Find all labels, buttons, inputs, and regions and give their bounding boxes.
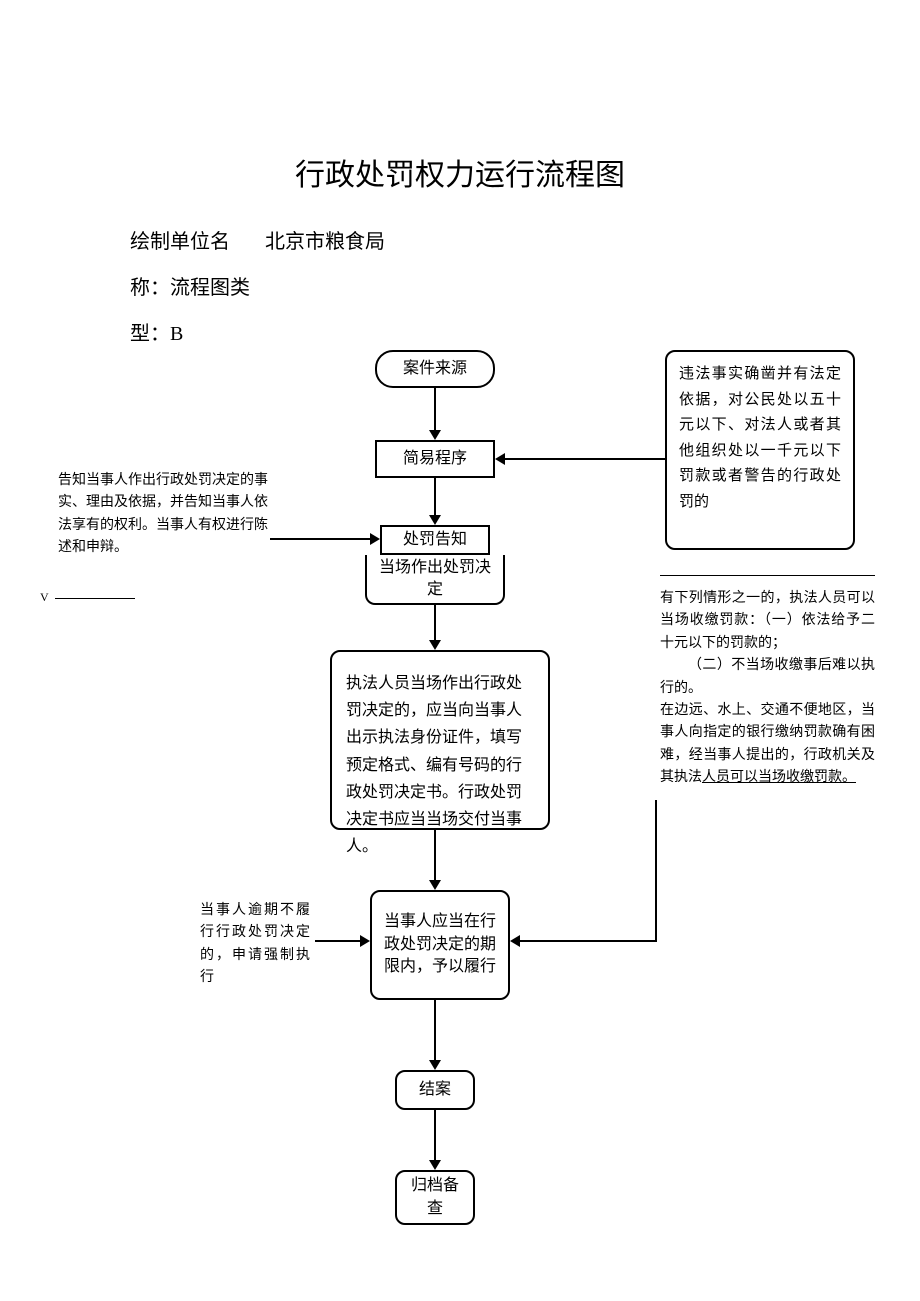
annotation-left-notice: 告知当事人作出行政处罚决定的事实、理由及依据，并告知当事人依法享有的权利。当事人… [58, 470, 268, 560]
edge [434, 605, 436, 640]
edge [315, 940, 360, 942]
arrow-icon [429, 1060, 441, 1070]
edge [655, 800, 657, 942]
edge [520, 940, 655, 942]
edge [434, 830, 436, 880]
arrow-icon [495, 453, 505, 465]
edge [505, 458, 665, 460]
edge [434, 388, 436, 430]
node-simple-procedure: 简易程序 [375, 440, 495, 478]
node-case-closed: 结案 [395, 1070, 475, 1110]
arrow-icon [360, 935, 370, 947]
arrow-icon [429, 515, 441, 525]
right-text-p3: 在边远、水上、交通不便地区，当事人向指定的银行缴纳罚款确有困难，经当事人提出的，… [660, 700, 875, 790]
arrow-icon [370, 533, 380, 545]
right-text-p1: 有下列情形之一的，执法人员可以当场收缴罚款：（一）依法给予二十元以下的罚款的； [660, 588, 875, 655]
page-title: 行政处罚权力运行流程图 [0, 0, 920, 194]
line [55, 598, 135, 599]
edge [434, 1000, 436, 1060]
line [660, 575, 875, 576]
annotation-right-criteria: 违法事实确凿并有法定依据，对公民处以五十元以下、对法人或者其他组织处以一千元以下… [665, 350, 855, 550]
arrow-icon [429, 430, 441, 440]
right-text-p2: （二）不当场收缴事后难以执行的。 [660, 655, 875, 700]
arrow-icon [429, 1160, 441, 1170]
edge [270, 538, 370, 540]
header-label-2: 称：流程图类 [130, 265, 250, 311]
annotation-left-enforcement: 当事人逾期不履行行政处罚决定的，申请强制执行 [200, 900, 310, 990]
node-penalty-notice: 处罚告知 [380, 525, 490, 555]
node-decision-document: 执法人员当场作出行政处罚决定的，应当向当事人出示执法身份证件，填写预定格式、编有… [330, 650, 550, 830]
right-text-p3b: 人员可以当场收缴罚款。 [702, 770, 856, 785]
header-info: 绘制单位名 北京市粮食局 称：流程图类 型：B [130, 219, 920, 357]
annotation-right-collection: 有下列情形之一的，执法人员可以当场收缴罚款：（一）依法给予二十元以下的罚款的； … [660, 588, 875, 790]
node-case-source: 案件来源 [375, 350, 495, 388]
edge [434, 1110, 436, 1160]
node-on-spot-decision: 当场作出处罚决定 [365, 555, 505, 605]
arrow-icon [510, 935, 520, 947]
header-value-1: 北京市粮食局 [265, 219, 385, 265]
node-archive: 归档备查 [395, 1170, 475, 1225]
flowchart-canvas: 案件来源 简易程序 处罚告知 当场作出处罚决定 执法人员当场作出行政处罚决定的，… [0, 350, 920, 1250]
node-perform-within-limit: 当事人应当在行政处罚决定的期限内，予以履行 [370, 890, 510, 1000]
marker-v: V [40, 590, 49, 605]
header-label-1: 绘制单位名 [130, 219, 230, 265]
edge [434, 478, 436, 515]
arrow-icon [429, 880, 441, 890]
arrow-icon [429, 640, 441, 650]
